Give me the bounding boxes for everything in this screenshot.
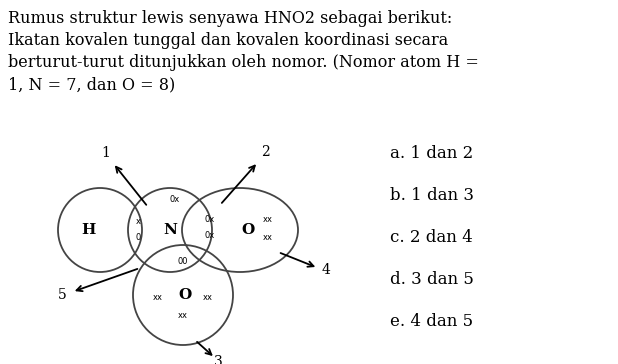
Text: b. 1 dan 3: b. 1 dan 3 [390, 187, 474, 204]
Text: O: O [242, 223, 255, 237]
Text: Rumus struktur lewis senyawa HNO2 sebagai berikut:: Rumus struktur lewis senyawa HNO2 sebaga… [8, 10, 452, 27]
Text: 00: 00 [178, 257, 188, 266]
Text: 0x: 0x [170, 195, 180, 205]
Text: H: H [81, 223, 95, 237]
Text: xx: xx [263, 233, 273, 242]
Text: 3: 3 [214, 355, 222, 364]
Text: 2: 2 [261, 145, 269, 159]
Text: xx: xx [178, 310, 188, 320]
Text: 0: 0 [135, 233, 141, 242]
Text: d. 3 dan 5: d. 3 dan 5 [390, 271, 474, 288]
Text: x: x [135, 218, 140, 226]
Text: berturut-turut ditunjukkan oleh nomor. (Nomor atom H =: berturut-turut ditunjukkan oleh nomor. (… [8, 54, 479, 71]
Text: Ikatan kovalen tunggal dan kovalen koordinasi secara: Ikatan kovalen tunggal dan kovalen koord… [8, 32, 448, 49]
Text: xx: xx [263, 215, 273, 225]
Text: a. 1 dan 2: a. 1 dan 2 [390, 145, 473, 162]
Text: 0x: 0x [205, 232, 215, 241]
Text: e. 4 dan 5: e. 4 dan 5 [390, 313, 473, 330]
Text: 4: 4 [321, 263, 331, 277]
Text: 1, N = 7, dan O = 8): 1, N = 7, dan O = 8) [8, 76, 176, 93]
Text: xx: xx [203, 293, 213, 301]
Text: 1: 1 [101, 146, 111, 160]
Text: 5: 5 [57, 288, 66, 302]
Text: N: N [163, 223, 177, 237]
Text: xx: xx [153, 293, 163, 301]
Text: O: O [179, 288, 192, 302]
Text: 0x: 0x [205, 215, 215, 225]
Text: c. 2 dan 4: c. 2 dan 4 [390, 229, 473, 246]
